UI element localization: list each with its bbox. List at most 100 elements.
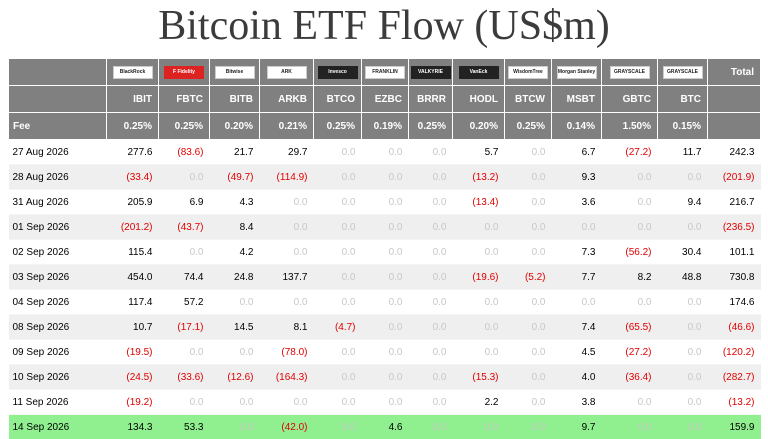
flow-cell: 0.0 xyxy=(409,190,453,215)
flow-cell: 0.0 xyxy=(505,290,552,315)
fund-logo-cell: VanEck xyxy=(453,59,505,86)
flow-cell: (13.4) xyxy=(453,190,505,215)
flow-cell: 0.0 xyxy=(159,390,210,415)
flow-cell: 30.4 xyxy=(658,240,708,265)
flow-cell: 0.0 xyxy=(505,365,552,390)
flow-cell: 2.2 xyxy=(453,390,505,415)
flow-cell: 0.0 xyxy=(314,215,362,240)
vaneck-logo: VanEck xyxy=(459,66,499,79)
flow-cell: 10.7 xyxy=(107,315,159,340)
franklin-logo: FRANKLIN xyxy=(365,66,405,79)
flow-cell: 0.0 xyxy=(552,290,602,315)
flow-cell: 0.0 xyxy=(505,340,552,365)
row-date: 31 Aug 2026 xyxy=(9,190,107,215)
flow-cell: 0.0 xyxy=(658,290,708,315)
fund-logo-cell: Morgan Stanley xyxy=(552,59,602,86)
flow-cell: 4.6 xyxy=(362,415,409,439)
fund-logo-cell: BlackRock xyxy=(107,59,159,86)
flow-cell: 4.3 xyxy=(210,190,260,215)
total-header: Total xyxy=(708,59,761,86)
row-total: 242.3 xyxy=(708,140,761,165)
flow-cell: (19.2) xyxy=(107,390,159,415)
fund-logo-cell: GRAYSCALE xyxy=(602,59,658,86)
flow-cell: 6.9 xyxy=(159,190,210,215)
flow-cell: 0.0 xyxy=(505,315,552,340)
flow-cell: 0.0 xyxy=(409,290,453,315)
fund-fee: 0.15% xyxy=(658,113,708,140)
flow-cell: 0.0 xyxy=(362,315,409,340)
invesco-logo: Invesco xyxy=(318,66,358,79)
fund-ticker: BRRR xyxy=(409,86,453,113)
fund-ticker: MSBT xyxy=(552,86,602,113)
flow-cell: 0.0 xyxy=(159,240,210,265)
fund-logo-cell: VALKYRIE xyxy=(409,59,453,86)
flow-cell: 134.3 xyxy=(107,415,159,439)
row-date: 09 Sep 2026 xyxy=(9,340,107,365)
fidelity-logo: F Fidelity xyxy=(164,66,204,79)
flow-cell: 0.0 xyxy=(505,215,552,240)
flow-cell: 115.4 xyxy=(107,240,159,265)
fund-fee: 0.25% xyxy=(409,113,453,140)
flow-cell: 0.0 xyxy=(453,240,505,265)
flow-cell: 21.7 xyxy=(210,140,260,165)
row-total: 174.6 xyxy=(708,290,761,315)
flow-cell: 0.0 xyxy=(453,215,505,240)
flow-cell: 0.0 xyxy=(260,290,314,315)
blackrock-logo: BlackRock xyxy=(113,66,153,79)
flow-cell: (17.1) xyxy=(159,315,210,340)
fund-ticker: BTCW xyxy=(505,86,552,113)
flow-cell: 0.0 xyxy=(362,365,409,390)
grayscale-mini-logo: GRAYSCALE xyxy=(663,66,703,79)
flow-cell: 0.0 xyxy=(409,315,453,340)
flow-cell: 0.0 xyxy=(210,290,260,315)
row-date: 28 Aug 2026 xyxy=(9,165,107,190)
flow-cell: 0.0 xyxy=(314,365,362,390)
flow-cell: 0.0 xyxy=(362,265,409,290)
flow-cell: 0.0 xyxy=(362,190,409,215)
flow-cell: 4.0 xyxy=(552,365,602,390)
flow-cell: 137.7 xyxy=(260,265,314,290)
flow-cell: 0.0 xyxy=(505,390,552,415)
fund-logo-cell: Bitwise xyxy=(210,59,260,86)
flow-cell: 0.0 xyxy=(362,215,409,240)
flow-cell: 9.3 xyxy=(552,165,602,190)
flow-cell: 0.0 xyxy=(658,315,708,340)
row-total: 216.7 xyxy=(708,190,761,215)
flow-cell: 7.4 xyxy=(552,315,602,340)
fund-logo-cell: WisdomTree xyxy=(505,59,552,86)
flow-cell: 0.0 xyxy=(453,415,505,439)
flow-cell: 9.4 xyxy=(658,190,708,215)
flow-cell: (65.5) xyxy=(602,315,658,340)
flow-cell: 0.0 xyxy=(362,340,409,365)
fund-ticker: FBTC xyxy=(159,86,210,113)
flow-cell: 5.7 xyxy=(453,140,505,165)
flow-cell: 0.0 xyxy=(602,390,658,415)
flow-cell: 0.0 xyxy=(314,290,362,315)
ark-logo: ARK xyxy=(267,66,307,79)
row-date: 08 Sep 2026 xyxy=(9,315,107,340)
flow-cell: 0.0 xyxy=(314,190,362,215)
wisdomtree-logo: WisdomTree xyxy=(508,66,548,79)
flow-cell: 0.0 xyxy=(409,240,453,265)
flow-cell: 3.6 xyxy=(552,190,602,215)
flow-cell: 0.0 xyxy=(260,240,314,265)
flow-cell: 0.0 xyxy=(409,365,453,390)
total-fee-spacer xyxy=(708,113,761,140)
flow-cell: 0.0 xyxy=(602,415,658,439)
flow-cell: (15.3) xyxy=(453,365,505,390)
flow-cell: 0.0 xyxy=(260,215,314,240)
fund-ticker: GBTC xyxy=(602,86,658,113)
flow-cell: 0.0 xyxy=(602,165,658,190)
row-date: 10 Sep 2026 xyxy=(9,365,107,390)
flow-cell: (78.0) xyxy=(260,340,314,365)
flow-cell: 0.0 xyxy=(602,190,658,215)
fund-fee: 0.25% xyxy=(107,113,159,140)
morgan-stanley-logo: Morgan Stanley xyxy=(557,66,597,79)
fund-logo-cell: FRANKLIN xyxy=(362,59,409,86)
flow-cell: 53.3 xyxy=(159,415,210,439)
flow-cell: (27.2) xyxy=(602,340,658,365)
valkyrie-logo: VALKYRIE xyxy=(411,66,451,79)
flow-cell: 11.7 xyxy=(658,140,708,165)
fund-ticker: BITB xyxy=(210,86,260,113)
